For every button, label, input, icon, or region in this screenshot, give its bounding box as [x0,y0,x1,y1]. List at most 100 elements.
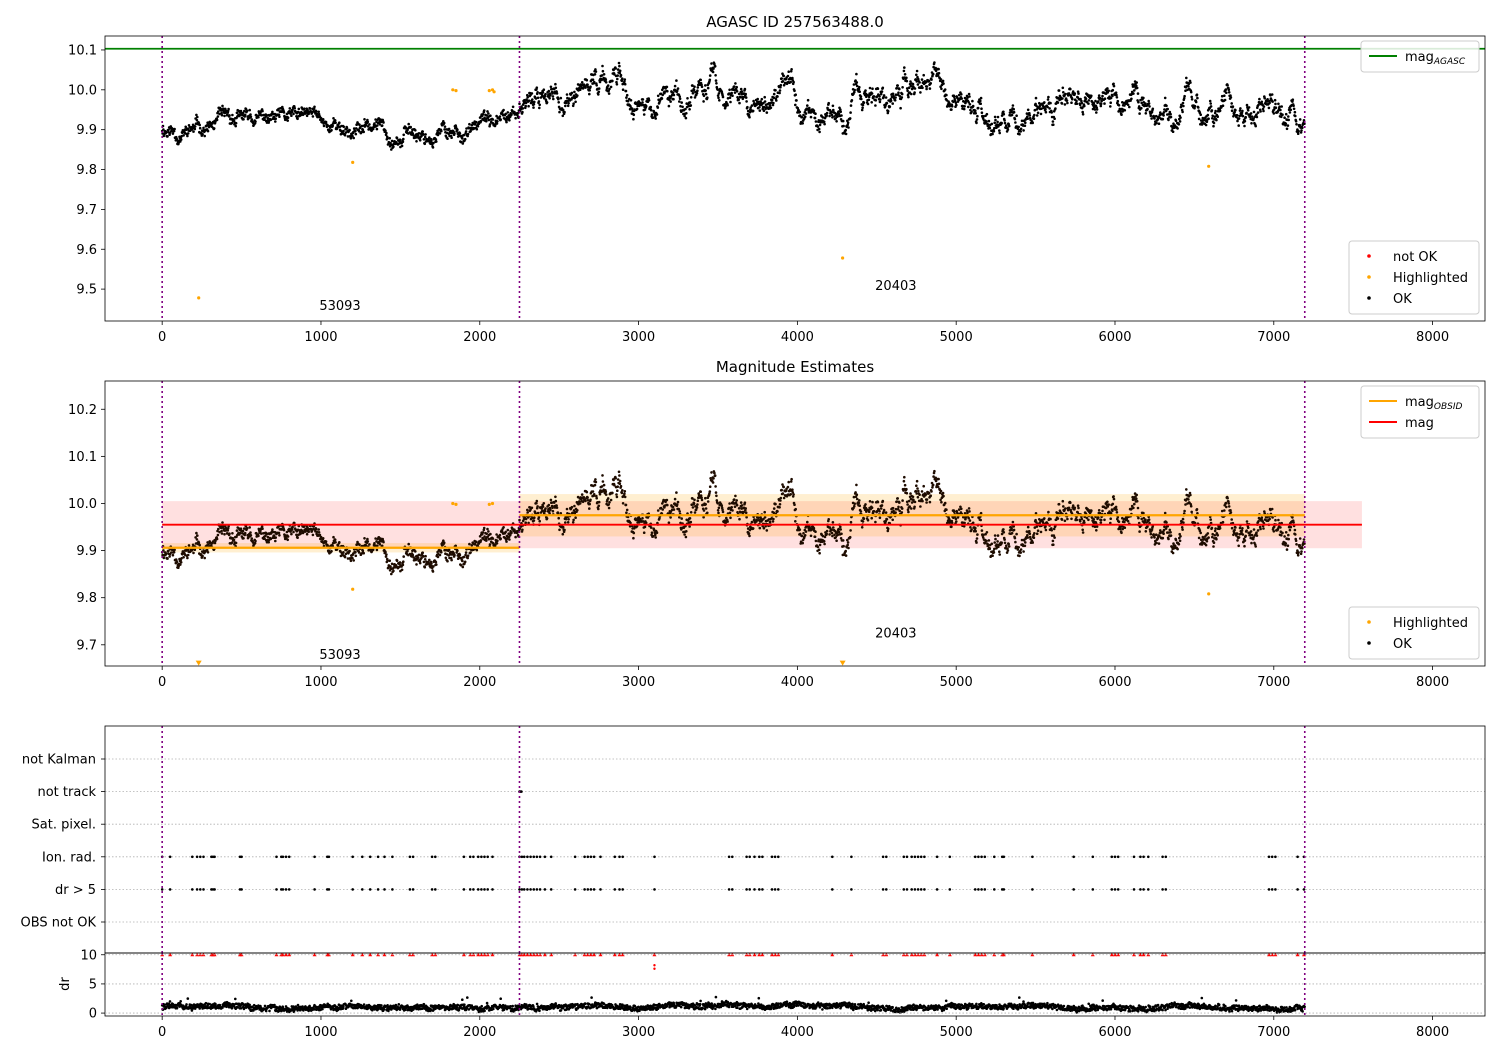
ok-point [168,555,171,558]
ok-point [416,556,420,559]
ok-point [854,491,857,494]
ok-point [979,99,982,103]
ok-point [700,498,704,502]
ok-point [538,106,541,110]
ok-point [860,97,863,101]
ok-point [330,549,333,553]
ok-point [895,86,899,90]
obsid-annotation: 20403 [875,279,916,294]
ok-point [332,117,335,120]
ok-point [1064,92,1067,96]
ok-point [745,100,748,103]
ok-point [914,489,918,493]
ok-point [737,98,740,101]
ok-point [508,538,511,541]
ok-point [1005,124,1008,127]
ok-point [839,528,842,531]
ok-point [894,96,897,99]
ok-point [1017,125,1020,129]
ok-point [611,79,614,83]
ok-point [432,565,435,568]
ok-point [781,80,785,83]
ok-point [382,121,385,124]
ok-point [738,517,741,521]
ok-point [228,114,231,117]
ok-point [700,496,703,500]
ok-point [735,90,739,93]
ok-point [217,527,220,531]
ok-point [837,110,840,113]
ok-point [1018,554,1021,558]
ok-point [166,557,169,560]
ok-point [844,554,848,557]
ok-point [688,517,692,520]
ok-point [823,122,826,126]
ok-point [695,506,699,509]
ok-point [504,112,508,116]
ok-point [957,93,961,97]
ok-point [756,97,759,101]
ok-point [894,93,898,96]
ok-point [221,104,224,108]
ok-point [885,518,889,521]
ok-point [848,117,852,120]
ok-point [282,528,286,532]
ok-point [1241,109,1244,113]
ok-point [506,111,510,114]
ok-point [526,508,529,512]
ok-point [1211,117,1214,120]
ok-point [418,561,422,565]
ok-point [804,112,808,115]
ok-point [626,99,630,103]
ok-point [886,527,890,531]
ok-point [473,543,477,546]
ok-point [1005,544,1008,547]
ok-point [1017,546,1020,549]
ok-point [598,492,602,496]
ok-point [671,505,675,509]
ok-point [1028,530,1031,533]
ok-point [588,507,591,510]
ok-point [643,525,647,529]
ok-point [782,496,786,500]
ok-point [1136,92,1140,95]
ok-point [488,543,492,546]
ok-point [975,118,979,121]
ok-point [852,83,856,86]
ok-point [1255,115,1259,119]
ok-point [750,104,754,107]
ok-point [505,120,508,124]
ok-point [1031,541,1034,544]
ok-point [486,527,489,531]
ok-point [789,80,792,84]
ok-point [1033,532,1036,535]
ok-point [260,114,263,117]
ok-point [713,62,716,66]
ok-point [261,527,264,530]
ok-point [1080,99,1083,103]
ok-point [489,532,492,536]
ok-point [854,79,857,82]
ok-point [594,70,598,73]
ok-point [607,92,611,95]
ok-point [594,68,597,71]
ok-point [928,500,932,504]
ok-point [570,505,574,509]
ok-point [974,526,977,530]
ok-point [1165,104,1168,108]
ok-point [925,85,929,88]
ok-point [466,554,470,557]
ok-point [532,102,536,106]
ok-point [375,127,379,131]
ok-point [542,88,546,91]
ok-point [689,104,693,107]
ok-point [518,518,521,522]
ok-point [929,82,932,85]
ok-point [549,508,552,512]
ok-point [1051,120,1055,123]
ok-point [1015,114,1018,117]
ok-point [589,498,592,502]
ok-point [1117,104,1121,107]
ok-point [1010,526,1013,530]
